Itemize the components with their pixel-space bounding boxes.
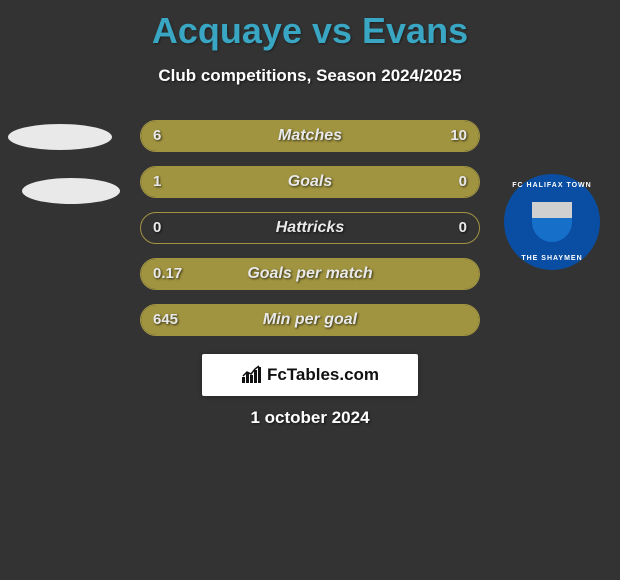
right-team-badge: FC HALIFAX TOWN THE SHAYMEN [504,174,600,270]
stat-label: Min per goal [141,305,479,336]
club-badge-shield-icon [530,200,574,244]
stat-label: Matches [141,121,479,152]
stat-label: Goals [141,167,479,198]
club-badge-top-text: FC HALIFAX TOWN [508,182,596,189]
stat-row: 0.17Goals per match [140,258,480,290]
comparison-card: Acquaye vs Evans Club competitions, Seas… [0,0,620,580]
date-text: 1 october 2024 [0,408,620,428]
stat-row: 645Min per goal [140,304,480,336]
stat-row: 00Hattricks [140,212,480,244]
club-badge-bottom-text: THE SHAYMEN [508,255,596,262]
chart-icon [241,365,263,385]
stat-label: Goals per match [141,259,479,290]
stat-row: 10Goals [140,166,480,198]
stat-row: 610Matches [140,120,480,152]
left-team-badge-1 [8,124,112,150]
brand-text: FcTables.com [267,365,379,385]
page-subtitle: Club competitions, Season 2024/2025 [0,66,620,86]
brand-card: FcTables.com [202,354,418,396]
page-title: Acquaye vs Evans [0,0,620,52]
stat-rows: 610Matches 10Goals 00Hattricks 0.17Goals pe… [140,120,480,350]
stat-label: Hattricks [141,213,479,244]
left-team-badge-2 [22,178,120,204]
